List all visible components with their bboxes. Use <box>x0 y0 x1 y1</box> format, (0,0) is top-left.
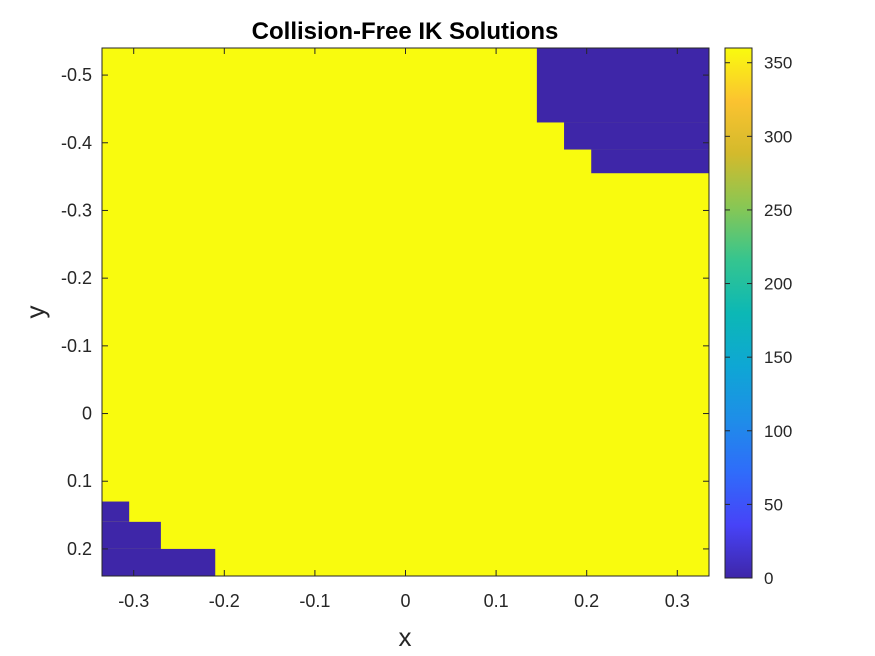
colorbar-tick-label: 150 <box>764 348 792 367</box>
y-tick-label: -0.4 <box>61 133 92 153</box>
colorbar-tick-label: 200 <box>764 275 792 294</box>
colorbar-gradient <box>725 48 752 578</box>
colorbar: 0 50 100 150 200 250 300 350 <box>724 47 792 588</box>
colorbar-tick-label: 50 <box>764 495 783 514</box>
y-tick-label: -0.1 <box>61 336 92 356</box>
heatmap-cell-low-0 <box>536 48 709 123</box>
x-axis-label: x <box>399 622 412 652</box>
heatmap-cell-low-2 <box>591 149 709 174</box>
x-tick-label: -0.2 <box>209 591 240 611</box>
x-tick-label: -0.3 <box>118 591 149 611</box>
y-tick-label: 0.1 <box>67 471 92 491</box>
chart-title: Collision-Free IK Solutions <box>252 18 559 45</box>
heatmap-cell-low-1 <box>564 122 709 150</box>
y-axis-label: y <box>20 306 50 319</box>
colorbar-frame <box>724 47 753 579</box>
heatmap-cell-low-4 <box>102 521 161 549</box>
y-tick-label: -0.2 <box>61 268 92 288</box>
heatmap-cell-low-3 <box>102 501 130 522</box>
y-axis: -0.5 -0.4 -0.3 -0.2 -0.1 0 0.1 0.2 <box>61 65 709 559</box>
colorbar-tick-label: 100 <box>764 422 792 441</box>
colorbar-tick-label: 0 <box>764 569 773 588</box>
colorbar-tick-label: 300 <box>764 127 792 146</box>
x-tick-label: 0.3 <box>665 591 690 611</box>
x-tick-label: 0.1 <box>484 591 509 611</box>
x-tick-label: 0 <box>400 591 410 611</box>
colorbar-tick-label: 350 <box>764 54 792 73</box>
y-tick-label: -0.5 <box>61 65 92 85</box>
x-tick-label: 0.2 <box>574 591 599 611</box>
x-tick-label: -0.1 <box>299 591 330 611</box>
heatmap-area <box>101 47 710 577</box>
y-tick-label: -0.3 <box>61 200 92 220</box>
colorbar-tick-label: 250 <box>764 201 792 220</box>
y-tick-label: 0.2 <box>67 539 92 559</box>
y-tick-label: 0 <box>82 404 92 424</box>
heatmap-cell-low-5 <box>102 548 216 576</box>
x-axis: -0.3 -0.2 -0.1 0 0.1 0.2 0.3 <box>118 48 690 611</box>
